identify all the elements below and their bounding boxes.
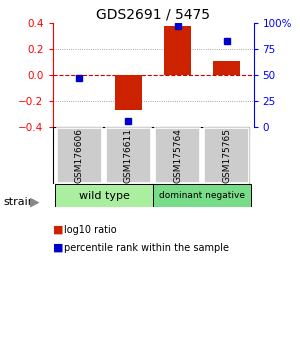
- Bar: [115, 75, 142, 110]
- Bar: [57, 128, 101, 183]
- Text: GSM176606: GSM176606: [75, 128, 84, 183]
- Text: percentile rank within the sample: percentile rank within the sample: [64, 243, 230, 253]
- Bar: [205, 128, 249, 183]
- Bar: [55, 184, 153, 207]
- Bar: [106, 128, 151, 183]
- Text: dominant negative: dominant negative: [159, 191, 245, 200]
- Text: ▶: ▶: [30, 195, 39, 208]
- Text: GSM175764: GSM175764: [173, 128, 182, 183]
- Text: GSM175765: GSM175765: [222, 128, 231, 183]
- Title: GDS2691 / 5475: GDS2691 / 5475: [96, 8, 210, 22]
- Bar: [164, 25, 191, 75]
- Text: ■: ■: [52, 243, 63, 253]
- Text: GSM176611: GSM176611: [124, 128, 133, 183]
- Bar: [213, 61, 240, 75]
- Bar: [155, 128, 200, 183]
- Text: strain: strain: [3, 197, 35, 207]
- Text: wild type: wild type: [79, 190, 129, 201]
- Text: log10 ratio: log10 ratio: [64, 225, 117, 235]
- Bar: [153, 184, 251, 207]
- Text: ■: ■: [52, 225, 63, 235]
